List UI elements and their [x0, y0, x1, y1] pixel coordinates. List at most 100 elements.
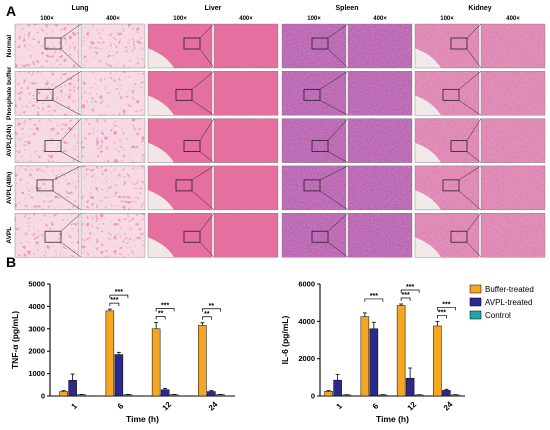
bar-avpl-treated-12h	[160, 389, 170, 397]
significance-label: ***	[110, 297, 118, 304]
slide-background	[415, 190, 441, 210]
tissue-header-spleen: Spleen	[336, 5, 359, 12]
x-tick-label: 12	[406, 400, 419, 413]
tissue-texture	[214, 118, 278, 163]
zoom-connector	[60, 151, 82, 163]
zoom-connector	[52, 190, 82, 211]
zoom-box	[44, 230, 62, 243]
micrograph-border	[80, 118, 146, 163]
x-axis-title: Time (h)	[376, 414, 409, 424]
row-label: AVPL(24h)	[6, 124, 13, 156]
significance-label: ***	[442, 301, 450, 308]
y-tick-label: 0	[311, 392, 315, 401]
tissue-texture	[481, 213, 545, 258]
bar-buffer-treated-1h	[324, 391, 333, 397]
y-tick-label: 1000	[28, 369, 45, 378]
tissue-texture	[481, 24, 545, 68]
row-label: AVPL(48h)	[6, 172, 13, 204]
micrograph-border	[281, 23, 347, 69]
zoom-connector	[199, 213, 215, 232]
zoom-box	[44, 140, 62, 152]
zoom-connector	[319, 100, 349, 116]
legend-label: Buffer-treated	[485, 285, 534, 294]
micrograph-border	[80, 23, 146, 69]
tissue-texture	[348, 118, 412, 163]
y-tick-label: 2000	[298, 354, 315, 363]
magnification-label: 400×	[373, 16, 387, 22]
micrograph-border	[14, 165, 80, 211]
magnification-label: 100×	[173, 16, 187, 22]
slide-background	[415, 237, 441, 258]
y-tick-label: 5000	[28, 280, 45, 289]
zoom-connector	[327, 241, 349, 258]
significance-bracket	[202, 316, 212, 320]
zoom-connector	[191, 190, 215, 211]
micrograph-border	[80, 71, 146, 116]
micrograph-border	[480, 23, 546, 69]
significance-bracket	[437, 314, 447, 319]
zoom-connector	[458, 165, 482, 181]
zoom-box	[311, 37, 329, 50]
magnification-label: 400×	[239, 16, 253, 22]
zoom-connector	[327, 151, 349, 163]
bar-control-12h	[169, 394, 179, 397]
tissue-texture	[481, 165, 545, 210]
zoom-connector	[199, 151, 215, 163]
zoom-box	[450, 140, 468, 152]
row-label: Phosphate buffer	[6, 66, 13, 120]
significance-label: ***	[438, 309, 446, 316]
micrograph-border	[414, 23, 480, 69]
bar-avpl-treated-24h	[207, 391, 216, 397]
row-label: AVPL	[6, 227, 13, 244]
zoom-connector	[60, 213, 82, 232]
x-tick-label: 1	[70, 401, 80, 411]
micrograph-border	[281, 118, 347, 163]
tissue-texture	[214, 213, 278, 258]
micrograph-border	[480, 212, 546, 258]
zoom-connector	[319, 190, 349, 211]
micrograph-border	[414, 165, 480, 211]
bar-buffer-treated-1h	[59, 391, 68, 397]
zoom-box	[303, 179, 321, 192]
tissue-texture	[15, 165, 79, 210]
significance-bracket	[400, 289, 420, 293]
tissue-header-liver: Liver	[205, 5, 222, 12]
tissue-texture	[348, 71, 412, 116]
tissue-texture	[481, 118, 545, 163]
zoom-connector	[60, 48, 82, 69]
zoom-box	[450, 37, 468, 50]
micrograph-border	[14, 212, 80, 258]
tissue-texture	[81, 71, 145, 116]
legend-swatch	[469, 284, 482, 294]
bar-avpl-treated-1h	[68, 380, 77, 397]
significance-label: **	[209, 303, 215, 310]
zoom-connector	[199, 118, 215, 141]
bar-avpl-treated-12h	[405, 378, 415, 397]
x-tick-label: 24	[207, 400, 220, 413]
bar-avpl-treated-6h	[114, 354, 124, 397]
tissue-header-kidney: Kidney	[468, 5, 491, 12]
y-tick-label: 6000	[298, 280, 315, 289]
x-axis-title: Time (h)	[126, 414, 159, 424]
micrograph-border	[480, 71, 546, 116]
tissue-texture	[81, 213, 145, 258]
bar-control-24h	[216, 394, 225, 397]
micrograph-border	[213, 23, 279, 69]
zoom-connector	[327, 48, 349, 69]
zoom-connector	[458, 190, 482, 211]
magnification-label: 100×	[40, 16, 54, 22]
micrograph-border	[147, 212, 213, 258]
zoom-box	[175, 88, 193, 101]
panel-a-label: A	[6, 3, 16, 19]
legend-label: AVPL-treated	[485, 298, 532, 307]
significance-bracket	[155, 308, 175, 312]
tissue-texture	[282, 71, 346, 116]
bar-buffer-treated-24h	[433, 325, 442, 397]
micrograph-border	[480, 118, 546, 163]
y-tick-label: 4000	[298, 317, 315, 326]
tissue-texture	[81, 165, 145, 210]
tissue-header-lung: Lung	[71, 5, 88, 12]
slide-background	[415, 95, 441, 116]
tissue-texture	[282, 165, 346, 210]
bar-buffer-treated-6h	[360, 316, 370, 397]
